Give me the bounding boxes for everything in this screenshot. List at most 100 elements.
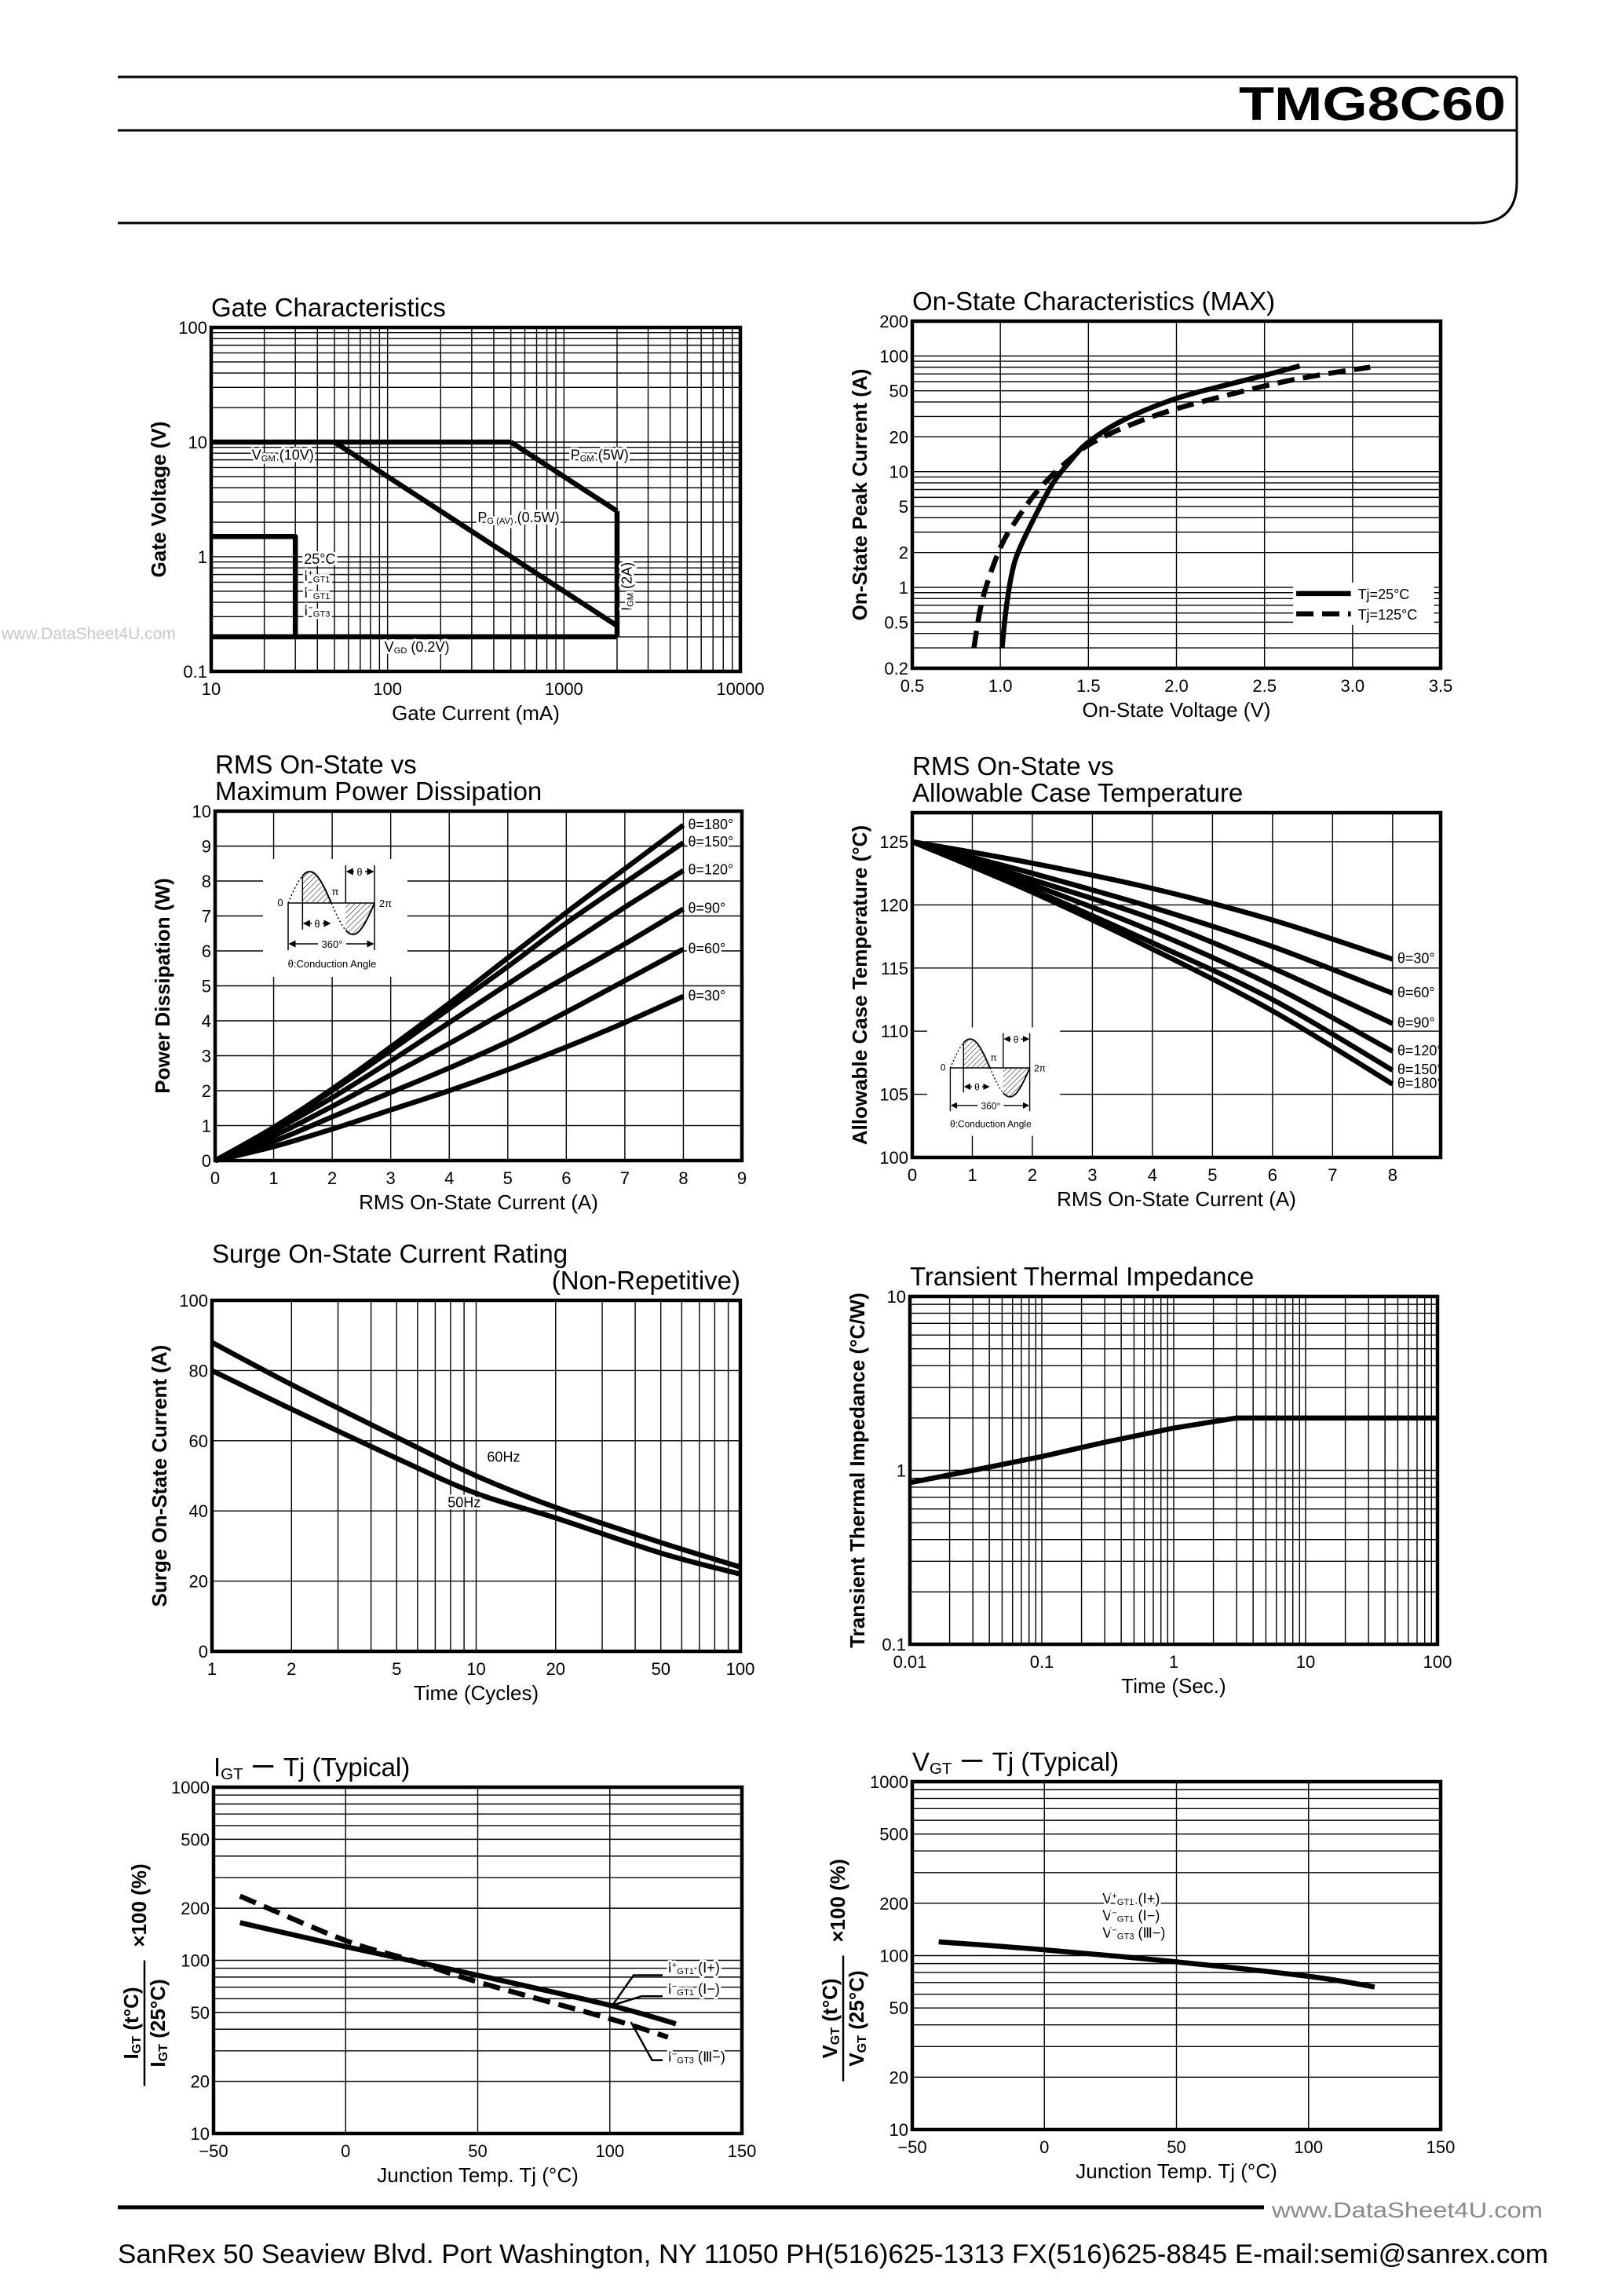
series-line xyxy=(214,840,685,1163)
x-tick-label: 2 xyxy=(327,1168,337,1188)
x-tick-label: 10 xyxy=(1296,1652,1315,1672)
text-part: (25°C) xyxy=(146,1979,170,2044)
chart-title: On-State Characteristics (MAX) xyxy=(912,287,1275,316)
x-tick-label: 100 xyxy=(1423,1652,1452,1672)
text-part: GT xyxy=(156,2044,170,2062)
text-part: (Ⅰ−) xyxy=(694,1981,720,1997)
y-tick-label: 50 xyxy=(191,2003,210,2023)
x-tick-label: 1000 xyxy=(545,679,583,699)
text-part: G (AV) xyxy=(487,517,513,526)
y-tick-label: 20 xyxy=(191,2072,210,2092)
x-tick-label: 1 xyxy=(207,1659,217,1679)
inset-label-bg xyxy=(354,865,365,878)
y-tick-label: 0.5 xyxy=(884,612,908,632)
text-part: GD xyxy=(394,646,407,656)
inset-label-full: 360° xyxy=(322,938,343,950)
y-tick-label: 1 xyxy=(899,578,908,598)
x-axis-label: Time (Sec.) xyxy=(1121,1674,1226,1698)
y-tick-label: 2 xyxy=(202,1081,211,1101)
text-part: ー Tj (Typical) xyxy=(243,1753,411,1782)
text-part: + xyxy=(672,1961,678,1970)
series-line xyxy=(214,993,685,1164)
conduction-hatch xyxy=(1003,1068,1030,1097)
x-tick-label: 3 xyxy=(1087,1165,1097,1185)
text-part: (t°C) xyxy=(818,1978,842,2027)
y-tick-label: 0.1 xyxy=(183,662,207,682)
y-tick-label: 20 xyxy=(890,2067,908,2087)
curve-annotation: V+GT1 (Ⅰ+) xyxy=(1102,1891,1160,1907)
x-axis-label: Junction Temp. Tj (°C) xyxy=(1076,2159,1277,2183)
header-box-outline xyxy=(118,77,1518,225)
curve-annotation: I+GT1 (Ⅰ+) xyxy=(668,1960,720,1976)
series-label: θ=60° xyxy=(688,941,725,956)
x-tick-label: 8 xyxy=(1388,1165,1397,1185)
plot-frame xyxy=(910,1779,1443,2132)
text-part: − xyxy=(672,1982,678,1991)
chart-title: RMS On-State vs xyxy=(215,750,417,779)
plot-frame xyxy=(910,810,1443,1160)
inset-label-two_pi: 2π xyxy=(1034,1063,1046,1074)
x-tick-label: 8 xyxy=(678,1168,688,1188)
series-label: θ=30° xyxy=(1397,951,1435,967)
series-line xyxy=(239,1920,677,2027)
series-line xyxy=(971,364,1371,649)
series-line xyxy=(239,1893,669,2040)
text-part: (Ⅰ−) xyxy=(1134,1907,1160,1923)
y-tick-label: 5 xyxy=(202,977,211,996)
text-part: (Ⅲ−) xyxy=(1134,1925,1166,1941)
y-tick-label: 120 xyxy=(879,895,908,915)
y-tick-label: 10 xyxy=(188,433,207,452)
text-part: GT1 xyxy=(313,576,331,585)
x-tick-label: 50 xyxy=(468,2141,487,2161)
curve-annotation: I−GT1 xyxy=(304,585,330,601)
y-tick-label: 3 xyxy=(202,1047,211,1066)
y-tick-label: 125 xyxy=(879,832,908,852)
text-part: (0.2V) xyxy=(407,639,449,655)
conduction-hatch xyxy=(345,903,374,934)
y-tick-label: 500 xyxy=(181,1830,210,1849)
plot-frame xyxy=(213,809,744,1163)
y-tick-label: 80 xyxy=(189,1361,208,1380)
x-axis-label: On-State Voltage (V) xyxy=(1083,698,1271,722)
series-line xyxy=(911,839,1394,996)
series-label: θ=150° xyxy=(688,834,733,850)
x-tick-label: 5 xyxy=(503,1168,513,1188)
series-label: θ=120° xyxy=(1397,1043,1443,1058)
series-line xyxy=(210,1368,741,1577)
x-tick-label: 5 xyxy=(392,1659,401,1679)
chart-title: Gate Characteristics xyxy=(211,293,446,322)
x-tick-label: 1.5 xyxy=(1076,676,1101,696)
legend-label: Tj=125°C xyxy=(1358,607,1418,623)
x-tick-label: 100 xyxy=(373,679,402,699)
y-tick-label: 10 xyxy=(887,1287,906,1307)
text-part: V xyxy=(1102,1925,1112,1941)
series-label: θ=120° xyxy=(688,862,733,878)
plot-frame xyxy=(209,325,743,674)
series-line xyxy=(911,839,1394,1026)
chart-7: IGT ー Tj (Typical)−50 0 50 100 1501020501002… xyxy=(119,1753,756,2187)
text-part: I xyxy=(668,2049,672,2064)
text-part: + xyxy=(308,569,313,578)
text-part: I xyxy=(668,1960,672,1976)
curve-annotation: V−GT1 (Ⅰ−) xyxy=(1102,1907,1160,1924)
chart-title: VGT ー Tj (Typical) xyxy=(912,1747,1119,1778)
y-tick-label: 50 xyxy=(890,1998,908,2018)
series-line xyxy=(211,534,298,638)
text-part: (Ⅰ+) xyxy=(694,1960,720,1976)
grid xyxy=(211,327,740,671)
y-tick-label: 100 xyxy=(879,346,908,366)
chart-title: (Non-Repetitive) xyxy=(552,1266,740,1295)
curve-annotation: VGD (0.2V) xyxy=(385,639,450,656)
plot-frame xyxy=(211,1785,744,2136)
curve-annotation: PG (AV) (0.5W) xyxy=(477,510,559,526)
chart-8: VGT ー Tj (Typical)−50 0 50 100 1501020501002… xyxy=(818,1747,1455,2183)
x-tick-label: 100 xyxy=(726,1659,755,1679)
plot-frame xyxy=(910,319,1443,671)
x-axis-label: RMS On-State Current (A) xyxy=(359,1190,598,1214)
y-tick-label: 10 xyxy=(191,2124,210,2144)
